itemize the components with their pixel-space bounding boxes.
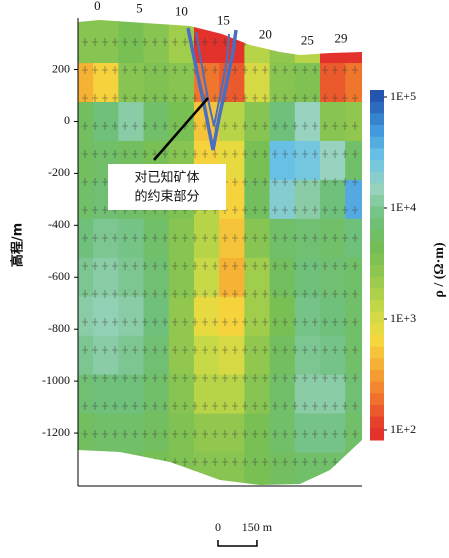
colorbar-tick-label: 1E+4 [390, 200, 416, 214]
colorbar-band [370, 90, 384, 103]
y-tick-label: -1000 [42, 373, 70, 387]
colorbar-band [370, 195, 384, 208]
colorbar-band [370, 370, 384, 383]
x-tick-label: 0 [94, 0, 101, 13]
colorbar-band [370, 113, 384, 126]
annotation-box [108, 164, 226, 210]
y-tick-label: -800 [48, 321, 70, 335]
scale-bar-label: 0 [215, 520, 221, 534]
resistivity-cell [118, 452, 145, 485]
y-tick-label: -400 [48, 217, 70, 231]
colorbar-band [370, 323, 384, 336]
y-tick-label: -200 [48, 165, 70, 179]
colorbar-band [370, 148, 384, 161]
colorbar-band [370, 125, 384, 138]
colorbar-band [370, 300, 384, 313]
colorbar-band [370, 206, 384, 219]
electrode-marks [78, 20, 362, 485]
scale-bar [217, 540, 258, 547]
ore-body-outline [195, 31, 230, 127]
resistivity-cell [143, 452, 170, 485]
colorbar-band [370, 393, 384, 406]
y-tick-label: -1200 [42, 425, 70, 439]
x-tick-label: 15 [217, 13, 230, 28]
colorbar-band [370, 381, 384, 394]
x-tick-label: 20 [259, 27, 272, 42]
colorbar-band [370, 416, 384, 429]
colorbar-band [370, 136, 384, 149]
colorbar-band [370, 311, 384, 324]
annotation-text: 的约束部分 [134, 189, 199, 205]
resistivity-cell [78, 452, 94, 485]
colorbar-tick-label: 1E+5 [390, 89, 416, 103]
annotation-text: 对已知矿体 [134, 170, 199, 186]
colorbar-band [370, 335, 384, 348]
colorbar-band [370, 358, 384, 371]
colorbar-band [370, 265, 384, 278]
colorbar-tick-label: 1E+3 [390, 311, 416, 325]
colorbar-band [370, 276, 384, 289]
scale-bar-label: 150 m [242, 520, 273, 534]
colorbar-band [370, 183, 384, 196]
colorbar-band [370, 405, 384, 418]
x-tick-label: 25 [301, 32, 314, 47]
colorbar-band [370, 160, 384, 173]
colorbar-label: ρ / (Ω·m) [432, 242, 447, 298]
colorbar-band [370, 218, 384, 231]
y-tick-label: 0 [64, 113, 70, 127]
y-axis-label: 高程/m [10, 223, 26, 267]
colorbar-band [370, 346, 384, 359]
y-tick-label: 200 [52, 61, 70, 75]
resistivity-cell [345, 452, 362, 485]
colorbar-band [370, 230, 384, 243]
resistivity-cell [93, 452, 119, 485]
x-tick-label: 5 [136, 1, 143, 16]
colorbar-band [370, 171, 384, 184]
annotation-arrow [153, 97, 209, 161]
colorbar-tick-label: 1E+2 [390, 422, 416, 436]
colorbar-band [370, 253, 384, 266]
x-tick-label: 10 [175, 3, 188, 18]
colorbar-band [370, 241, 384, 254]
colorbar-band [370, 428, 384, 441]
colorbar-band [370, 288, 384, 301]
y-tick-label: -600 [48, 269, 70, 283]
colorbar-band [370, 101, 384, 114]
ore-body-outline [186, 27, 238, 151]
x-tick-label: 29 [334, 31, 347, 46]
